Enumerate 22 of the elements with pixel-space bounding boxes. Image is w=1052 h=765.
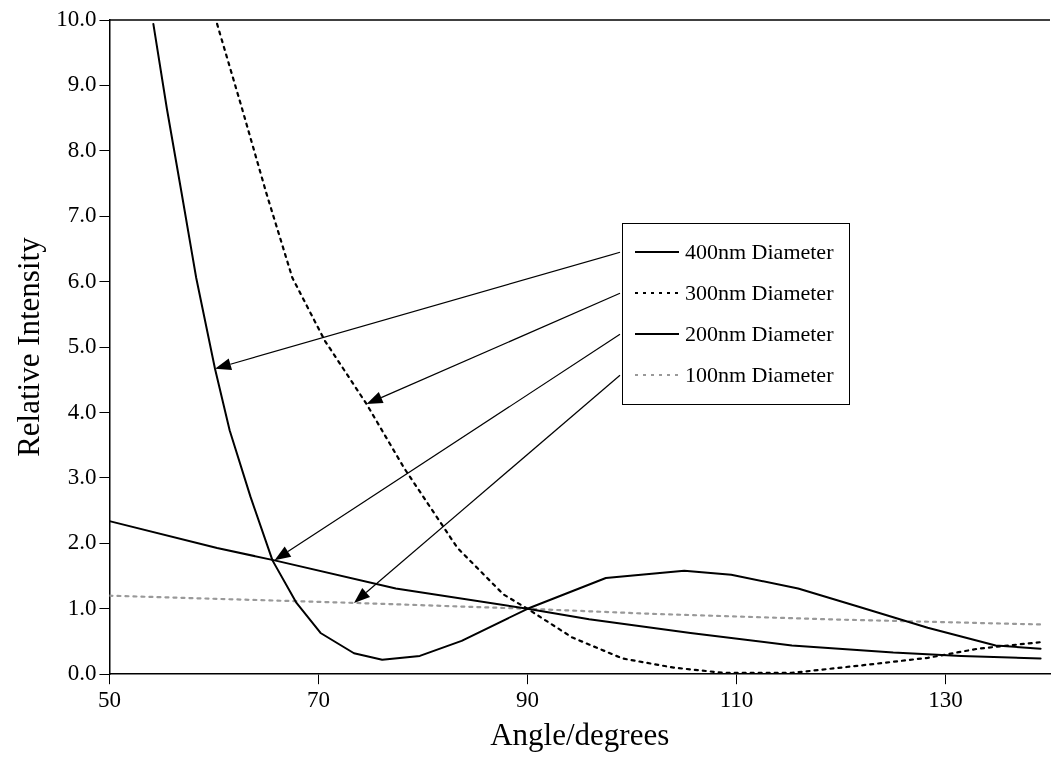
x-tick-label: 50: [97, 687, 121, 713]
y-tick-label: 0.0: [67, 660, 97, 686]
y-tick-label: 7.0: [67, 202, 97, 228]
x-tick-label: 110: [719, 687, 754, 713]
y-tick-label: 10.0: [56, 6, 97, 32]
y-tick-label: 8.0: [67, 136, 97, 162]
y-tick-label: 4.0: [67, 398, 97, 424]
legend-label: 100nm Diameter: [685, 362, 834, 389]
legend-label: 200nm Diameter: [685, 321, 834, 348]
y-tick-label: 5.0: [67, 333, 97, 359]
x-axis-title: Angle/degrees: [490, 716, 670, 752]
x-tick-label: 130: [928, 687, 963, 713]
y-tick-label: 1.0: [67, 594, 97, 620]
y-tick-label: 3.0: [67, 463, 97, 489]
x-tick-label: 90: [515, 687, 539, 713]
y-axis-title: Relative Intensity: [10, 236, 46, 457]
y-tick-label: 6.0: [67, 267, 97, 293]
y-tick-label: 9.0: [67, 71, 97, 97]
y-tick-label: 2.0: [67, 529, 97, 555]
legend-label: 300nm Diameter: [685, 280, 834, 307]
x-tick-label: 70: [306, 687, 330, 713]
legend-label: 400nm Diameter: [685, 239, 834, 266]
